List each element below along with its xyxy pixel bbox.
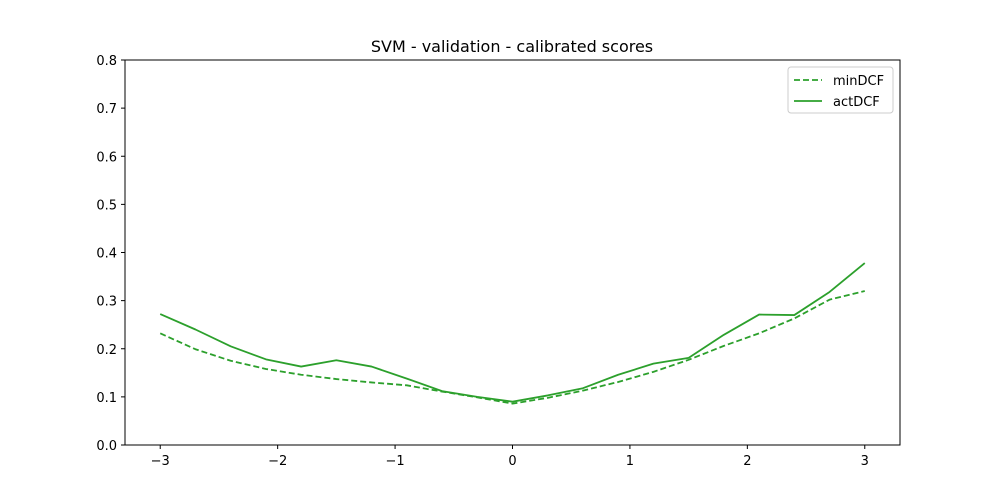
- series-layer: [159, 262, 866, 405]
- x-tick-label: −3: [151, 454, 170, 469]
- legend-label: actDCF: [833, 95, 880, 110]
- y-tick-label: 0.2: [96, 343, 117, 358]
- series-line-actDCF: [159, 262, 866, 403]
- y-tick-label: 0.4: [96, 247, 117, 262]
- y-tick-label: 0.6: [96, 150, 117, 165]
- chart-title: SVM - validation - calibrated scores: [371, 37, 653, 56]
- x-tick-label: 3: [861, 454, 869, 469]
- x-tick-label: −1: [385, 454, 404, 469]
- y-tick-label: 0.1: [96, 391, 117, 406]
- y-tick-label: 0.0: [96, 439, 117, 454]
- axes: −3 −2 −1 0 1 2 3 0.0 0.1 0.2 0.3 0.4 0.5 0.6 0.7 0.8: [96, 54, 901, 469]
- y-tick-label: 0.7: [96, 102, 117, 117]
- series-line-minDCF: [159, 290, 865, 405]
- y-tick-label: 0.8: [96, 54, 117, 69]
- legend-label: minDCF: [833, 74, 884, 89]
- legend: minDCF actDCF: [787, 66, 894, 114]
- y-tick-label: 0.5: [96, 198, 117, 213]
- x-tick-label: 2: [743, 454, 751, 469]
- x-tick-label: 1: [626, 454, 634, 469]
- x-tick-label: −2: [268, 454, 287, 469]
- y-tick-label: 0.3: [96, 295, 117, 310]
- x-tick-label: 0: [508, 454, 516, 469]
